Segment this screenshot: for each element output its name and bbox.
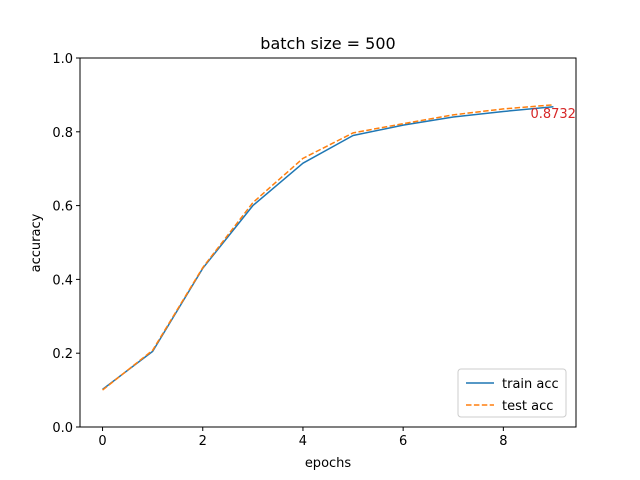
legend-label: train acc	[502, 377, 559, 392]
y-tick-label: 0.4	[52, 273, 73, 288]
chart-title: batch size = 500	[260, 34, 395, 53]
y-tick-label: 0.0	[52, 421, 73, 436]
x-tick-label: 2	[199, 434, 207, 449]
legend-label: test acc	[502, 399, 553, 414]
series-line-test-acc	[102, 104, 554, 391]
y-tick-label: 0.6	[52, 200, 73, 215]
series-layer	[102, 104, 554, 391]
x-tick-label: 8	[499, 434, 507, 449]
y-tick-label: 0.8	[52, 126, 73, 141]
y-tick-label: 1.0	[52, 52, 73, 67]
plot-frame	[79, 57, 577, 428]
y-axis: 0.0 0.2 0.4 0.6 0.8 1.0	[52, 52, 80, 436]
x-tick-label: 0	[98, 434, 106, 449]
y-axis-label: accuracy	[29, 213, 44, 272]
y-tick-label: 0.2	[52, 347, 73, 362]
legend: train acc test acc	[457, 368, 567, 418]
x-tick-label: 6	[399, 434, 407, 449]
x-axis: 0 2 4 6 8	[98, 427, 507, 449]
x-tick-label: 4	[299, 434, 307, 449]
annotation-layer: 0.8732	[530, 107, 576, 122]
value-annotation: 0.8732	[530, 107, 576, 122]
x-axis-label: epochs	[305, 456, 352, 471]
